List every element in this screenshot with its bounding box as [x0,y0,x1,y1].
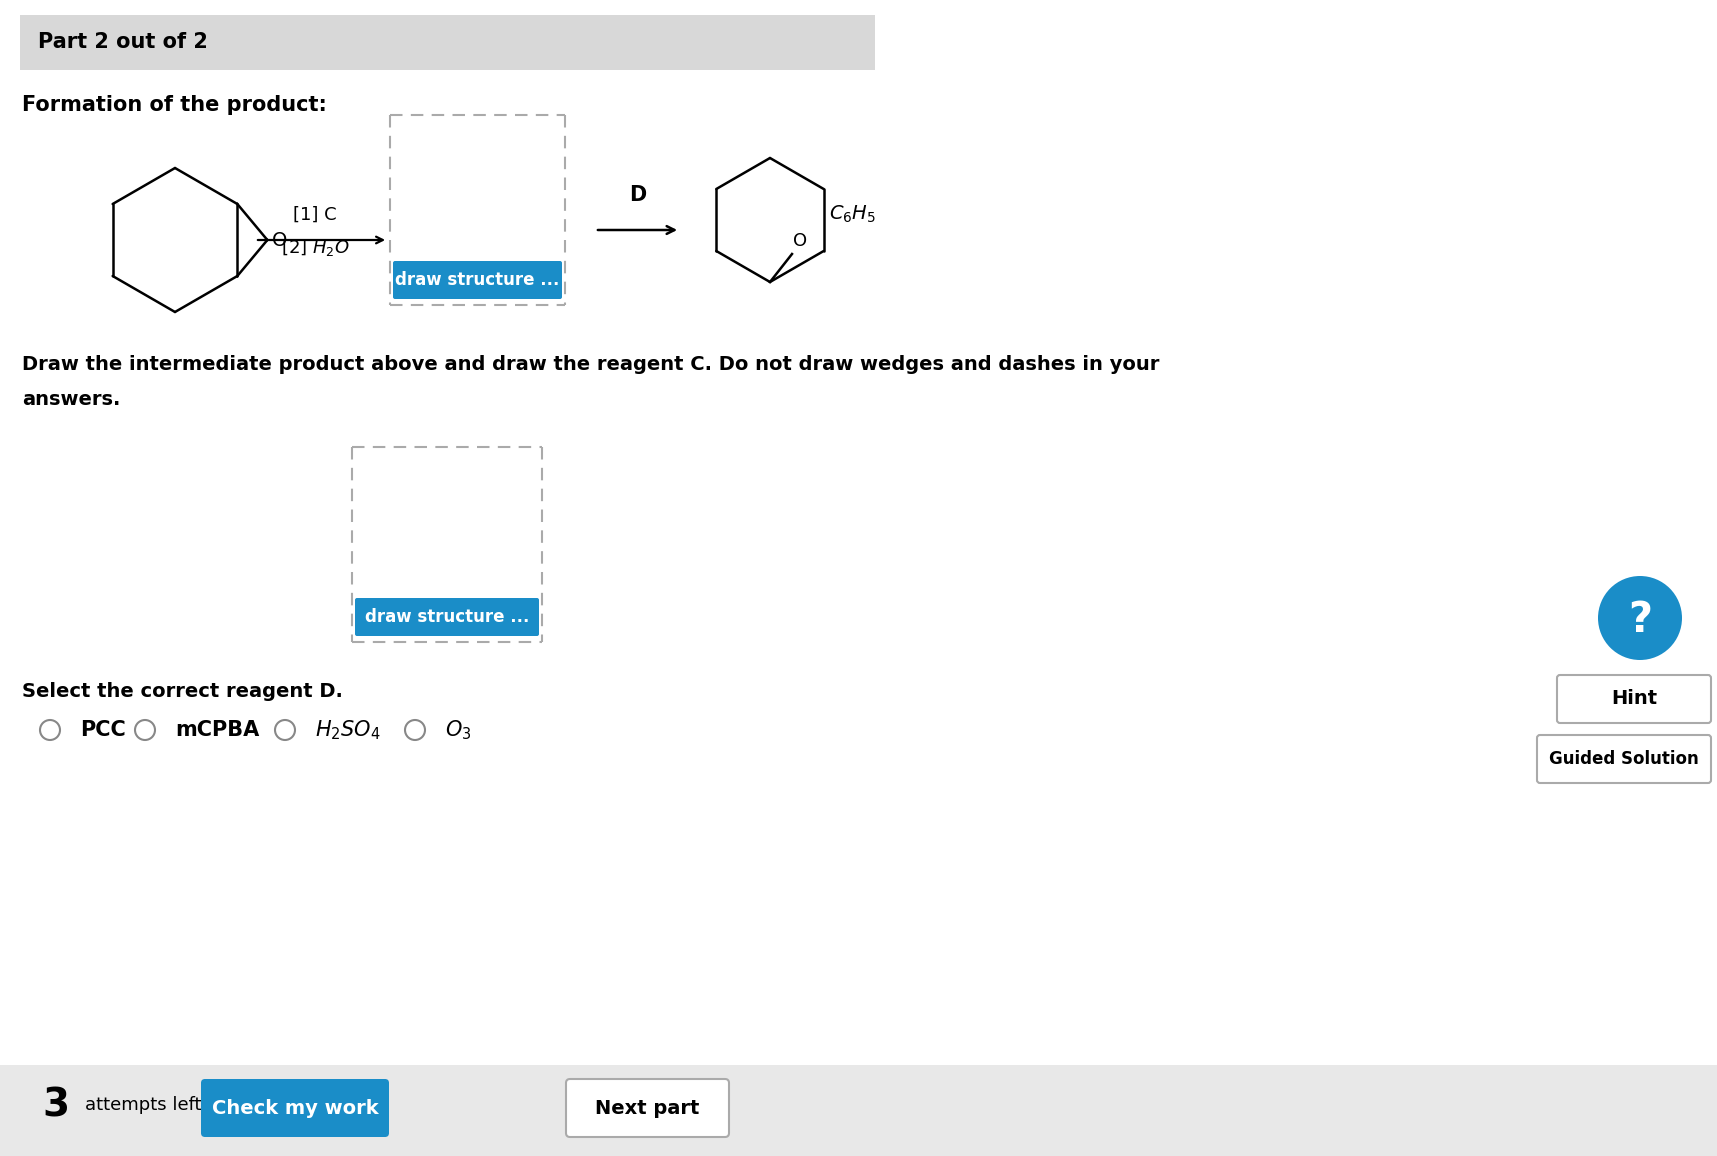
FancyBboxPatch shape [1557,675,1712,722]
Text: D: D [628,185,646,205]
Text: Part 2 out of 2: Part 2 out of 2 [38,32,208,52]
Text: Draw the intermediate product above and draw the reagent C. Do not draw wedges a: Draw the intermediate product above and … [22,355,1159,375]
Text: ?: ? [1628,599,1652,640]
Text: answers.: answers. [22,390,120,409]
Text: Next part: Next part [596,1098,701,1118]
Text: draw structure ...: draw structure ... [364,608,529,627]
Text: $[2]\ H_2O$: $[2]\ H_2O$ [280,237,350,259]
Bar [0,1065,1717,1156]
Text: Guided Solution: Guided Solution [1549,750,1698,768]
Text: Select the correct reagent D.: Select the correct reagent D. [22,682,343,701]
FancyBboxPatch shape [393,261,561,299]
Text: $O_3$: $O_3$ [445,718,472,742]
FancyBboxPatch shape [1537,735,1712,783]
Text: mCPBA: mCPBA [175,720,259,740]
Circle shape [1599,576,1683,660]
Text: Hint: Hint [1611,689,1657,709]
Text: [1] C: [1] C [294,206,337,224]
Text: PCC: PCC [81,720,125,740]
Text: $C_6H_5$: $C_6H_5$ [829,203,876,225]
Text: $H_2SO_4$: $H_2SO_4$ [314,718,381,742]
Text: O: O [793,232,807,250]
Text: attempts left: attempts left [86,1097,201,1114]
Text: 3: 3 [41,1087,69,1125]
FancyBboxPatch shape [201,1079,390,1138]
Text: Formation of the product:: Formation of the product: [22,95,326,114]
Text: Check my work: Check my work [211,1098,378,1118]
FancyBboxPatch shape [355,598,539,636]
FancyBboxPatch shape [567,1079,730,1138]
Text: O: O [273,230,288,250]
Bar [21,15,876,71]
Text: draw structure ...: draw structure ... [395,271,560,289]
